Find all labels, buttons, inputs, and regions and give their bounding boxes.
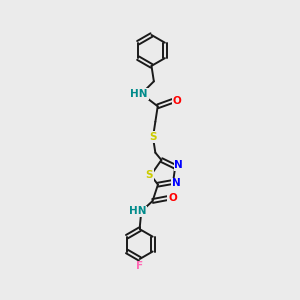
Text: HN: HN [130, 89, 148, 99]
Text: O: O [168, 193, 177, 203]
Text: N: N [174, 160, 183, 170]
Text: O: O [173, 96, 182, 106]
Text: F: F [136, 261, 143, 272]
Text: HN: HN [129, 206, 146, 216]
Text: S: S [146, 170, 153, 180]
Text: N: N [172, 178, 181, 188]
Text: S: S [149, 132, 157, 142]
